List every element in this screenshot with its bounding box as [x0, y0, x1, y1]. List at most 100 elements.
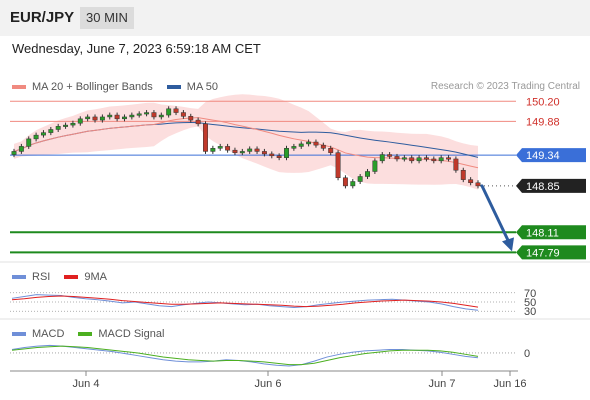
candle-body-0 [11, 151, 17, 155]
candle-body-55 [416, 157, 422, 162]
candle-body-18 [144, 112, 150, 115]
main-legend: MA 20 + Bollinger Bands MA 50 [12, 81, 232, 93]
level-tag-3 [516, 178, 586, 193]
candle-body-24 [188, 116, 194, 121]
legend-swatch-rsi-ma [64, 275, 79, 279]
candle-body-36 [276, 155, 282, 158]
candle-body-53 [401, 157, 407, 160]
candle-body-54 [409, 157, 415, 162]
candle-body-19 [151, 112, 157, 118]
candle-body-26 [203, 123, 208, 152]
rsi-legend: RSI 9MA [12, 271, 121, 283]
x-tick-label-2: Jun 7 [429, 378, 456, 390]
candle-body-9 [77, 118, 83, 124]
candle-body-28 [217, 146, 223, 149]
legend-swatch-rsi [12, 275, 26, 279]
chart-credit: Research © 2023 Trading Central [430, 81, 580, 92]
chart-datetime: Wednesday, June 7, 2023 6:59:18 AM CET [12, 41, 261, 56]
candle-body-62 [468, 179, 474, 184]
candle-body-15 [122, 116, 127, 120]
legend-label-ma20: MA 20 + Bollinger Bands [32, 81, 153, 93]
x-tick-label-1: Jun 6 [255, 378, 282, 390]
candle-body-43 [328, 148, 334, 153]
candle-body-51 [387, 154, 393, 157]
candle-body-60 [453, 158, 459, 171]
candle-body-10 [85, 116, 91, 120]
rsi-level-label-2: 30 [524, 306, 536, 318]
macd-series-0 [11, 344, 479, 367]
candle-body-16 [129, 114, 135, 118]
rsi-level-label-1: 50 [524, 297, 536, 309]
x-tick-label-3: Jun 16 [493, 378, 526, 390]
candle-body-32 [247, 148, 253, 152]
legend-swatch-macd-signal [78, 332, 93, 336]
legend-swatch-ma50 [166, 85, 181, 89]
candle-body-12 [99, 116, 105, 121]
level-tag-4 [516, 225, 586, 240]
x-tick-label-0: Jun 4 [73, 378, 100, 390]
candle-body-23 [180, 112, 186, 117]
macd-series-1 [11, 345, 479, 366]
candle-body-39 [298, 143, 304, 147]
legend-swatch-ma20 [12, 85, 26, 89]
level-tag-5 [516, 245, 586, 260]
candle-body-56 [423, 157, 429, 160]
candle-body-4 [41, 132, 46, 136]
candle-body-63 [475, 182, 481, 187]
candle-body-14 [114, 114, 120, 120]
level-label-0: 150.20 [526, 96, 560, 108]
candle-body-37 [284, 148, 289, 158]
candle-body-7 [63, 124, 69, 127]
level-label-3: 148.85 [526, 181, 560, 193]
candle-body-8 [70, 122, 76, 126]
rsi-level-label-0: 70 [524, 288, 536, 300]
candle-body-5 [48, 129, 54, 133]
candle-body-40 [306, 141, 312, 145]
candle-body-61 [460, 169, 466, 180]
candle-body-17 [136, 113, 142, 116]
legend-label-macd: MACD [32, 328, 65, 340]
candle-body-34 [261, 151, 267, 155]
candle-body-3 [33, 134, 39, 140]
level-label-5: 147.79 [526, 247, 560, 259]
candle-body-50 [379, 154, 385, 162]
candle-body-58 [438, 157, 444, 162]
candle-body-33 [254, 148, 260, 152]
candle-body-57 [431, 158, 437, 162]
candle-body-44 [335, 152, 341, 179]
ma20-line [13, 117, 479, 169]
candle-body-48 [365, 171, 370, 177]
macd-legend: MACD MACD Signal [12, 328, 178, 340]
candle-body-35 [269, 153, 275, 157]
candle-body-42 [320, 144, 326, 149]
candle-body-6 [55, 126, 61, 130]
candle-body-1 [18, 146, 24, 152]
candle-body-52 [394, 156, 400, 160]
chart-header: EUR/JPY 30 MIN [0, 0, 590, 36]
candle-body-20 [158, 114, 164, 118]
forecast-arrow [480, 184, 511, 244]
forecast-arrow-head [502, 237, 514, 252]
level-tag-2 [516, 148, 586, 163]
bollinger-band [14, 94, 478, 190]
legend-label-rsi: RSI [32, 271, 51, 283]
legend-label-macd-signal: MACD Signal [98, 328, 165, 340]
candle-body-49 [372, 160, 378, 172]
currency-pair: EUR/JPY [10, 9, 75, 26]
rsi-series-1 [11, 295, 479, 308]
candle-body-13 [107, 114, 113, 118]
timeframe-button[interactable]: 30 MIN [80, 7, 134, 29]
legend-label-rsi-ma: 9MA [84, 271, 107, 283]
legend-swatch-macd [12, 332, 26, 336]
candle-body-41 [313, 141, 319, 146]
candle-body-27 [210, 148, 216, 152]
candle-body-45 [342, 177, 348, 187]
candle-body-29 [225, 146, 231, 151]
candle-body-38 [291, 146, 297, 149]
candle-body-2 [26, 138, 32, 147]
candle-body-59 [446, 157, 451, 160]
candle-body-31 [239, 151, 245, 154]
candle-body-47 [357, 176, 363, 182]
candle-body-25 [195, 119, 201, 125]
